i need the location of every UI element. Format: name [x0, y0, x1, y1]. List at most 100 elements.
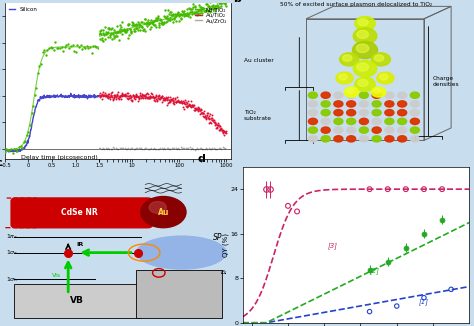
- Point: [183, 145, 191, 150]
- Point: [203, 2, 210, 7]
- Point: [185, 12, 192, 17]
- Point: [149, 95, 157, 100]
- Point: [164, 102, 171, 108]
- Circle shape: [372, 127, 381, 133]
- Point: [213, 122, 220, 127]
- Text: Delay time (picosecond): Delay time (picosecond): [21, 155, 98, 160]
- Point: [112, 95, 119, 100]
- Point: [122, 146, 130, 152]
- Point: [163, 97, 170, 103]
- Point: [188, 9, 195, 15]
- Circle shape: [355, 17, 375, 31]
- Point: [199, 6, 206, 11]
- Point: [142, 21, 150, 26]
- Point: [153, 18, 161, 23]
- Point: [157, 17, 165, 22]
- Point: [137, 23, 145, 29]
- Point: [162, 146, 169, 152]
- Point: [177, 11, 184, 17]
- Point: [117, 93, 125, 98]
- Point: [149, 95, 156, 100]
- Point: [183, 101, 191, 106]
- Point: [189, 5, 197, 10]
- Circle shape: [346, 89, 354, 94]
- Point: [129, 22, 137, 28]
- Point: [215, 4, 223, 9]
- Point: [100, 31, 108, 37]
- Point: [174, 10, 182, 15]
- Circle shape: [398, 101, 407, 107]
- Point: [146, 21, 154, 26]
- Point: [64, 42, 72, 47]
- Point: [143, 20, 151, 25]
- Point: [211, 146, 219, 151]
- Point: [118, 27, 126, 33]
- Point: [179, 12, 187, 17]
- Point: [124, 35, 132, 40]
- Point: [124, 90, 131, 95]
- Point: [173, 11, 181, 17]
- Point: [118, 32, 126, 37]
- Point: [208, 3, 216, 8]
- Point: [186, 145, 193, 150]
- Point: [109, 25, 116, 30]
- Point: [191, 4, 199, 9]
- Point: [143, 22, 150, 27]
- Point: [175, 100, 182, 105]
- Point: [188, 6, 196, 11]
- Point: [151, 94, 159, 99]
- Point: [47, 44, 55, 49]
- Point: [209, 3, 216, 8]
- Point: [127, 146, 135, 151]
- Point: [166, 100, 173, 105]
- Point: [221, 2, 228, 7]
- Point: [156, 16, 164, 21]
- Point: [132, 92, 140, 97]
- Point: [137, 95, 145, 100]
- Circle shape: [385, 127, 394, 133]
- Point: [137, 93, 144, 98]
- Point: [112, 145, 119, 150]
- Point: [186, 9, 193, 15]
- Point: [159, 97, 166, 102]
- Point: [138, 92, 146, 97]
- Point: [148, 94, 156, 99]
- Point: [199, 110, 206, 115]
- Point: [169, 145, 177, 150]
- Point: [128, 95, 135, 100]
- Point: [206, 4, 213, 9]
- Point: [187, 7, 195, 12]
- Point: [134, 98, 142, 103]
- Point: [220, 0, 228, 2]
- Point: [164, 7, 172, 12]
- Point: [73, 43, 81, 48]
- Legend: Silicon: Silicon: [8, 6, 39, 13]
- Point: [174, 145, 182, 151]
- Point: [131, 146, 138, 152]
- Point: [110, 27, 118, 32]
- Point: [135, 22, 142, 27]
- Point: [155, 96, 163, 102]
- Point: [23, 133, 31, 138]
- Point: [122, 28, 130, 34]
- Point: [211, 6, 219, 11]
- Point: [163, 19, 170, 24]
- Point: [161, 98, 169, 103]
- Point: [61, 44, 69, 50]
- Circle shape: [338, 74, 347, 80]
- Point: [134, 146, 141, 151]
- Point: [194, 11, 201, 17]
- Circle shape: [346, 110, 356, 116]
- Point: [110, 145, 118, 150]
- Point: [205, 145, 212, 151]
- Circle shape: [359, 127, 368, 133]
- Circle shape: [346, 136, 356, 142]
- Point: [171, 15, 178, 20]
- Point: [184, 14, 191, 19]
- Point: [146, 94, 154, 99]
- Point: [162, 94, 170, 99]
- Point: [154, 95, 162, 100]
- Point: [188, 102, 196, 107]
- Circle shape: [346, 118, 356, 125]
- Point: [182, 102, 189, 107]
